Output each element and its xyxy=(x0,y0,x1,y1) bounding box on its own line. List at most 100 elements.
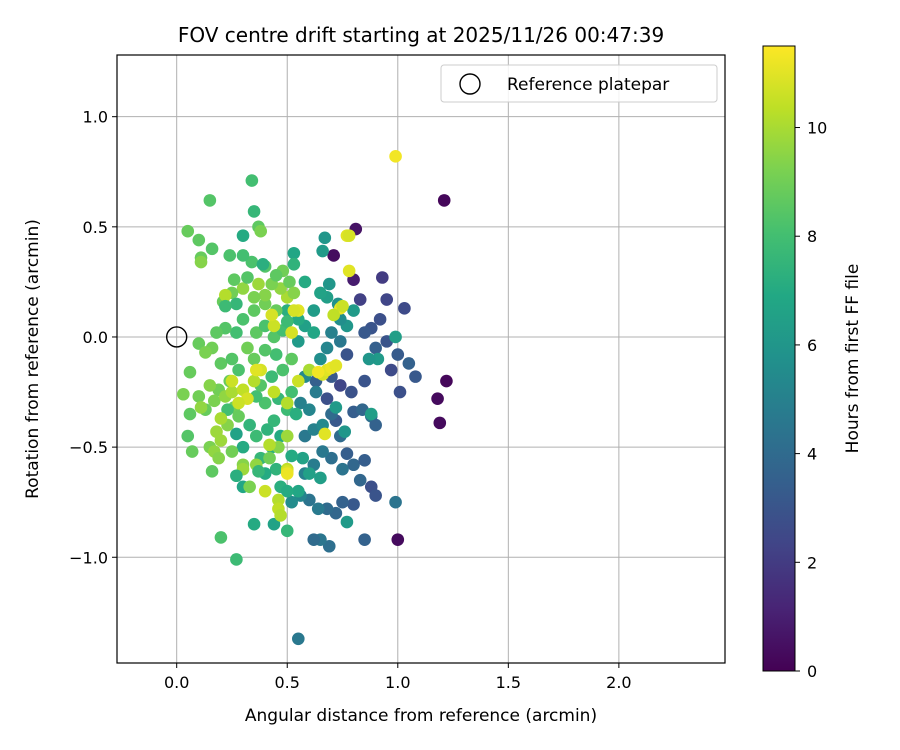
data-point xyxy=(258,288,272,302)
data-point xyxy=(252,465,265,478)
data-point xyxy=(243,418,256,432)
data-point xyxy=(327,308,340,322)
data-point xyxy=(247,304,261,317)
data-point xyxy=(267,330,281,344)
data-point xyxy=(254,224,268,238)
colorbar-label: Hours from first FF file xyxy=(843,264,863,454)
data-point xyxy=(334,335,347,348)
data-point xyxy=(402,357,416,370)
legend: Reference platepar xyxy=(440,64,718,103)
colorbar: 0 2 4 6 8 10 Hours from first FF file xyxy=(762,45,863,681)
data-point xyxy=(280,315,294,328)
data-point xyxy=(225,352,239,366)
data-point xyxy=(393,385,407,399)
data-point xyxy=(267,517,281,531)
data-point xyxy=(314,471,327,485)
x-tick-label: 1.5 xyxy=(496,673,521,692)
data-point xyxy=(384,363,398,377)
data-point xyxy=(269,268,283,282)
data-point xyxy=(285,385,298,399)
data-point xyxy=(353,473,367,487)
data-point xyxy=(219,299,232,313)
x-tick-label: 1.0 xyxy=(385,673,410,692)
data-point xyxy=(358,374,371,388)
data-point xyxy=(247,291,261,304)
data-point xyxy=(269,348,283,361)
data-point xyxy=(249,326,263,339)
data-point xyxy=(322,539,336,553)
data-point xyxy=(247,352,261,366)
data-point xyxy=(232,363,245,377)
data-point xyxy=(307,326,321,339)
data-point xyxy=(258,396,272,410)
data-point xyxy=(289,407,303,421)
data-point xyxy=(347,458,360,472)
data-point xyxy=(389,495,402,509)
scatter-points xyxy=(177,150,453,646)
data-point xyxy=(358,533,371,546)
data-point xyxy=(371,352,385,366)
data-point xyxy=(291,374,305,388)
data-point xyxy=(303,403,316,416)
data-point xyxy=(329,359,343,372)
data-point xyxy=(280,484,294,498)
data-point xyxy=(247,517,261,531)
data-point xyxy=(336,495,349,509)
data-point xyxy=(236,229,250,242)
data-point xyxy=(214,357,228,370)
data-point xyxy=(280,429,294,443)
data-point xyxy=(391,533,405,546)
data-point xyxy=(296,451,310,465)
data-point xyxy=(336,462,349,476)
data-point xyxy=(389,330,402,344)
data-point xyxy=(236,282,250,295)
data-point xyxy=(389,150,402,163)
data-point xyxy=(265,370,279,383)
data-point xyxy=(177,387,190,401)
y-axis-ticks: −1.0 −0.5 0.0 0.5 1.0 xyxy=(69,108,117,567)
data-point xyxy=(285,326,298,339)
legend-box xyxy=(440,64,718,103)
data-point xyxy=(263,438,276,452)
data-point xyxy=(230,553,243,566)
reference-platepar-marker xyxy=(165,326,188,348)
data-point xyxy=(256,257,270,271)
data-point xyxy=(192,390,206,403)
data-point xyxy=(320,392,334,405)
legend-label: Reference platepar xyxy=(507,75,669,95)
data-point xyxy=(294,396,307,410)
data-point xyxy=(269,462,283,476)
data-point xyxy=(311,502,325,516)
data-point xyxy=(194,255,208,269)
data-point xyxy=(267,319,281,333)
y-tick-label: −1.0 xyxy=(69,548,108,567)
x-axis-label: Angular distance from reference (arcmin) xyxy=(245,706,597,726)
data-point xyxy=(181,224,195,238)
data-point xyxy=(203,379,217,392)
data-point xyxy=(183,407,197,421)
data-point xyxy=(307,304,321,317)
data-point xyxy=(249,429,263,443)
data-point xyxy=(291,484,305,498)
data-point xyxy=(207,394,221,408)
data-point xyxy=(236,313,250,326)
data-point xyxy=(380,293,394,306)
data-point xyxy=(285,352,298,366)
data-point xyxy=(258,319,272,333)
data-point xyxy=(320,341,334,355)
data-point xyxy=(181,429,195,443)
colorbar-tick-label: 8 xyxy=(807,227,817,246)
x-tick-label: 0.5 xyxy=(275,673,300,692)
data-point xyxy=(340,515,354,529)
grid-lines xyxy=(117,55,725,663)
data-point xyxy=(440,374,453,388)
data-point xyxy=(340,348,354,361)
y-tick-label: 1.0 xyxy=(83,108,108,127)
colorbar-tick-label: 2 xyxy=(807,553,817,572)
x-axis-ticks: 0.0 0.5 1.0 1.5 2.0 xyxy=(164,663,632,692)
data-point xyxy=(340,447,354,461)
data-point xyxy=(274,509,287,522)
data-point xyxy=(318,231,332,245)
chart-title: FOV centre drift starting at 2025/11/26 … xyxy=(178,23,664,47)
data-point xyxy=(391,348,405,361)
